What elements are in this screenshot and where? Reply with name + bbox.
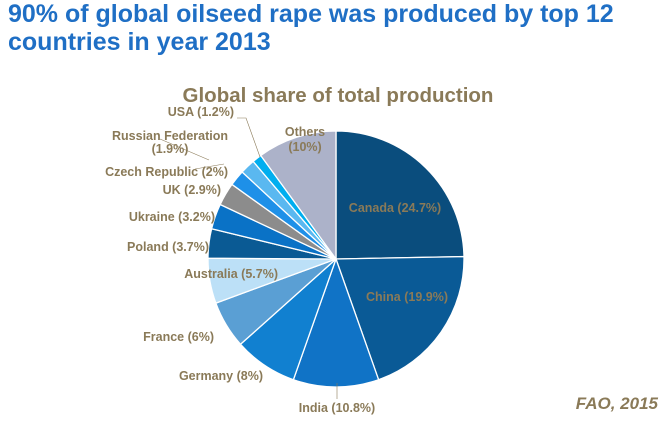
svg-text:Germany (8%): Germany (8%): [179, 369, 263, 383]
svg-text:Global share of total producti: Global share of total production: [183, 84, 494, 107]
svg-text:France (6%): France (6%): [143, 330, 214, 344]
svg-text:Ukraine (3.2%): Ukraine (3.2%): [129, 210, 215, 224]
svg-text:Poland (3.7%): Poland (3.7%): [127, 240, 209, 254]
svg-text:Australia (5.7%): Australia (5.7%): [184, 267, 278, 281]
svg-text:Others: Others: [285, 125, 325, 139]
svg-text:Czech Republic (2%): Czech Republic (2%): [105, 165, 228, 179]
svg-text:Russian Federation: Russian Federation: [112, 129, 228, 143]
svg-text:Canada (24.7%): Canada (24.7%): [349, 201, 441, 215]
svg-text:FAO, 2015: FAO, 2015: [576, 394, 659, 413]
svg-text:China (19.9%): China (19.9%): [366, 290, 448, 304]
svg-text:(1.9%): (1.9%): [152, 142, 189, 156]
svg-text:(10%): (10%): [288, 140, 321, 154]
svg-text:UK (2.9%): UK (2.9%): [163, 183, 221, 197]
svg-text:USA (1.2%): USA (1.2%): [168, 105, 234, 119]
svg-text:India (10.8%): India (10.8%): [299, 401, 375, 415]
